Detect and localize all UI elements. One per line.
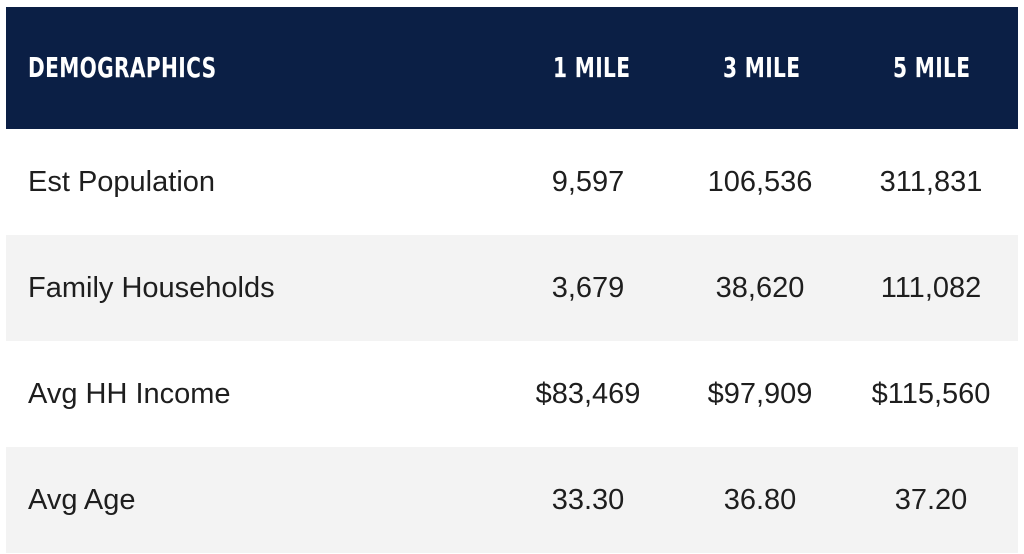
cell-value: 311,831 [879, 166, 983, 198]
table-row: Avg Age 33.30 36.80 37.20 [6, 447, 1018, 553]
cell-value: 9,597 [551, 166, 625, 198]
header-title: DEMOGRAPHICS [28, 51, 217, 84]
cell-value: 111,082 [880, 272, 982, 304]
row-label: Family Households [28, 272, 275, 304]
cell-value: 106,536 [707, 166, 813, 198]
demographics-table: DEMOGRAPHICS 1 MILE 3 MILE 5 MILE Est Po… [6, 7, 1018, 554]
cell-value: 37.20 [894, 484, 968, 516]
cell-value: 36.80 [723, 484, 797, 516]
table-row: Est Population 9,597 106,536 311,831 [6, 129, 1018, 235]
header-col-1-mile: 1 MILE [553, 51, 631, 84]
cell-value: $115,560 [871, 378, 991, 410]
row-label: Est Population [28, 166, 216, 198]
header-col-5-mile: 5 MILE [893, 51, 971, 84]
cell-value: $97,909 [707, 378, 813, 410]
cell-value: $83,469 [535, 378, 641, 410]
header-col-3-mile: 3 MILE [723, 51, 801, 84]
cell-value: 33.30 [551, 484, 625, 516]
table-row: Avg HH Income $83,469 $97,909 $115,560 [6, 341, 1018, 447]
table-row: Family Households 3,679 38,620 111,082 [6, 235, 1018, 341]
row-label: Avg HH Income [28, 378, 231, 410]
row-label: Avg Age [28, 484, 136, 516]
cell-value: 3,679 [551, 272, 625, 304]
table-header: DEMOGRAPHICS 1 MILE 3 MILE 5 MILE [6, 7, 1018, 129]
cell-value: 38,620 [715, 272, 805, 304]
